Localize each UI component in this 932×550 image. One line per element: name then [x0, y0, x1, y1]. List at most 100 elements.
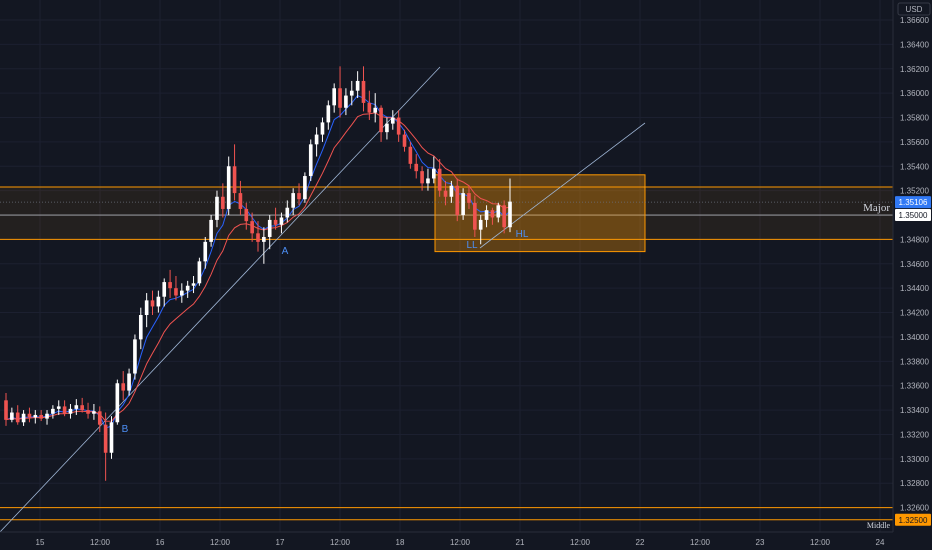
candle [174, 275, 178, 301]
candle [508, 178, 512, 233]
candle [361, 66, 366, 112]
last-price-tag-text: 1.35106 [899, 198, 928, 207]
candle-body [408, 146, 413, 164]
candle [109, 416, 114, 459]
candle-body [461, 193, 465, 216]
candle [27, 407, 32, 423]
candle-body [496, 205, 501, 218]
candle [179, 283, 184, 303]
annotation-label: A [282, 246, 289, 257]
candle-body [179, 290, 184, 296]
candle [267, 215, 272, 250]
candle-body [4, 400, 8, 420]
candle [156, 290, 161, 313]
time-axis[interactable]: 15 12:00 16 12:00 17 12:00 18 12:00 21 12:00 22 12:… [0, 531, 932, 550]
candle-body [437, 168, 442, 191]
middle-price-tag: 1.32500 [895, 513, 931, 526]
candle [308, 139, 313, 181]
candle [168, 269, 172, 298]
candle-body [68, 408, 73, 414]
candle [45, 410, 49, 425]
candle [385, 117, 389, 140]
candle [185, 280, 190, 298]
candle [355, 71, 360, 99]
price-tick-label: 1.36400 [900, 40, 929, 49]
price-tick-label: 1.33600 [900, 382, 929, 391]
candle-body [502, 205, 506, 228]
candle-body [273, 219, 278, 225]
candle-body [332, 88, 337, 106]
candle-body [455, 185, 460, 216]
candle-body [168, 282, 172, 289]
price-tick-label: 1.32600 [900, 504, 929, 513]
price-axis[interactable]: 1.36600 1.36400 1.36200 1.36000 1.35800 1.356… [892, 0, 932, 532]
candle-body [21, 413, 26, 423]
price-tick-label: 1.35200 [900, 187, 929, 196]
candle [426, 168, 430, 191]
candle [455, 178, 460, 222]
candle [209, 215, 213, 247]
candle-body [174, 288, 178, 296]
price-tick-label: 1.33000 [900, 455, 929, 464]
candle-body [320, 122, 325, 135]
candle-body [379, 107, 383, 133]
candle-body [86, 410, 90, 414]
candle-body [250, 221, 254, 234]
candle [443, 180, 448, 206]
candle-body [215, 196, 219, 220]
time-tick-label: 12:00 [210, 538, 231, 547]
candle [373, 93, 378, 123]
price-tick-label: 1.33200 [900, 430, 929, 439]
candle [467, 185, 471, 209]
time-tick-label: 18 [396, 538, 405, 547]
annotation-label: B [122, 424, 129, 435]
candle [115, 379, 120, 425]
candle-body [443, 190, 448, 197]
candle-body [414, 163, 419, 172]
candle-body [150, 300, 155, 307]
candle-body [367, 102, 372, 113]
candle-body [402, 134, 407, 147]
time-tick-label: 12:00 [330, 538, 351, 547]
candle-body [39, 414, 43, 419]
candle-body [490, 210, 495, 218]
candle-body [62, 406, 67, 414]
candle [238, 180, 243, 216]
candle-body [361, 80, 366, 103]
candle-body [279, 217, 284, 225]
candle [338, 66, 342, 118]
candle [10, 407, 14, 423]
candle [332, 83, 337, 113]
time-tick-label: 23 [756, 538, 765, 547]
candle [502, 200, 506, 234]
price-tick-label: 1.36200 [900, 65, 929, 74]
candle-body [390, 117, 395, 124]
time-tick-label: 12:00 [810, 538, 831, 547]
candle [484, 205, 489, 228]
candle [138, 307, 143, 350]
middle-label: Middle [867, 521, 891, 530]
candle-body [314, 134, 319, 145]
candle-body [349, 90, 354, 96]
candle-body [33, 414, 38, 418]
candle [320, 117, 325, 142]
candle [461, 188, 465, 220]
candle [92, 403, 96, 420]
candle-body [121, 383, 126, 391]
candle-body [508, 201, 512, 228]
candle-body [262, 236, 266, 242]
candle [150, 290, 155, 315]
candle [162, 278, 167, 307]
candle-body [256, 233, 260, 242]
candle [21, 410, 26, 426]
annotations: A B LL HL [122, 229, 529, 435]
candle [191, 275, 196, 294]
candle [68, 403, 73, 419]
candle-body [185, 285, 190, 291]
candle [420, 166, 424, 191]
candle-body [103, 424, 108, 453]
candle [144, 293, 149, 328]
price-tick-label: 1.36000 [900, 89, 929, 98]
candle [226, 156, 231, 216]
